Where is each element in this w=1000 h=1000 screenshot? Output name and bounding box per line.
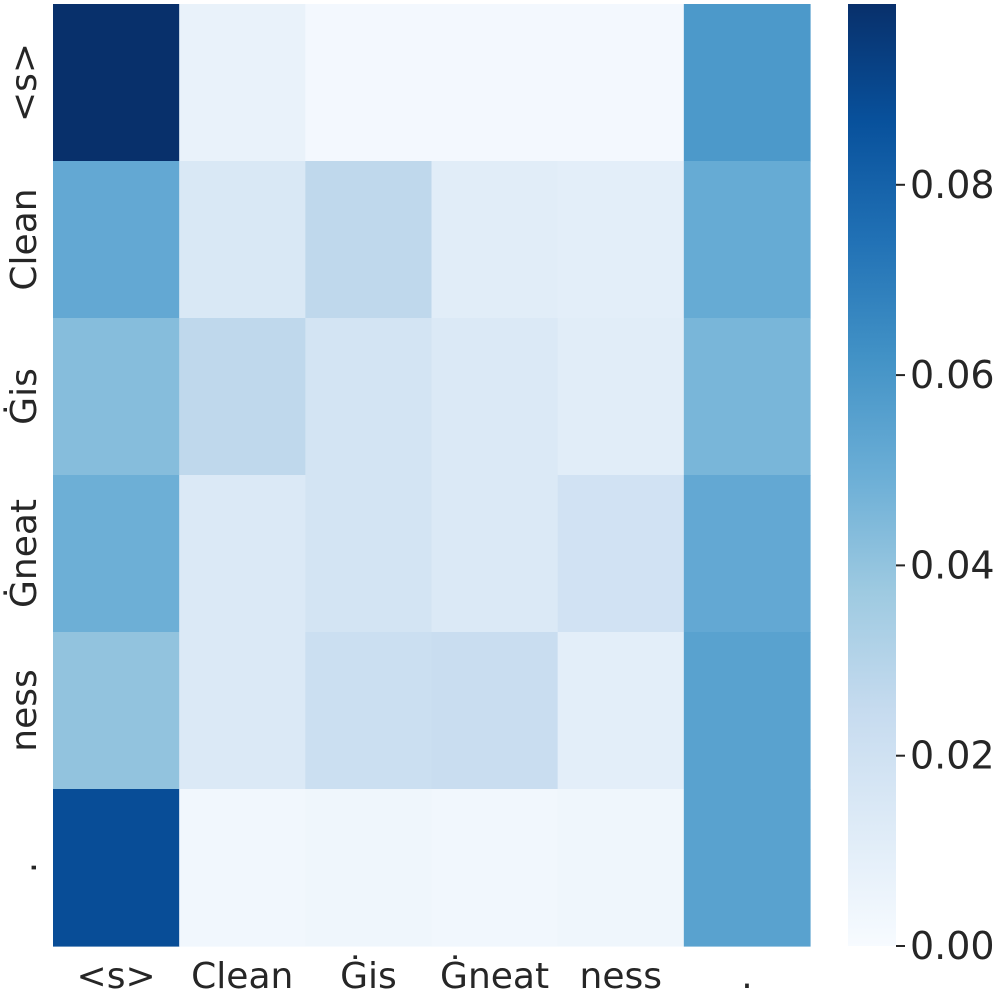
heatmap-cell-r2-c3 xyxy=(431,318,559,476)
x-tick-labels: <s> Clean Ġis Ġneat ness. xyxy=(77,955,753,997)
colorbar-ticks: 0.00 0.02 0.04 0.06 0.08 xyxy=(896,163,995,968)
y-tick-label: <s> xyxy=(4,43,45,122)
heatmap-cell-r5-c3 xyxy=(431,789,559,947)
x-tick-label: <s> xyxy=(77,956,156,997)
y-tick-label: ness xyxy=(4,669,45,751)
heatmap-cell-r5-c0 xyxy=(53,789,180,947)
heatmap-cell-r4-c5 xyxy=(683,632,811,790)
heatmap-cell-r2-c4 xyxy=(557,318,685,476)
heatmap-cell-r4-c4 xyxy=(557,632,685,790)
colorbar-tick-label: 0.02 xyxy=(910,734,995,778)
heatmap-cell-r2-c2 xyxy=(305,318,433,476)
y-tick-labels: <s> Clean Ġis Ġneat ness. xyxy=(3,43,45,873)
heatmap-cell-r1-c5 xyxy=(683,161,811,319)
colorbar-tick-label: 0.04 xyxy=(910,543,995,587)
heatmap-cell-r0-c3 xyxy=(431,4,559,162)
heatmap-cell-r0-c5 xyxy=(683,4,811,162)
x-tick-label: . xyxy=(741,956,752,997)
heatmap-cell-r2-c1 xyxy=(179,318,306,476)
heatmap-cell-r3-c5 xyxy=(683,475,811,633)
y-tick-label: Ġis xyxy=(3,368,45,425)
heatmap-cell-r4-c1 xyxy=(179,632,306,790)
x-tick-label: Clean xyxy=(191,956,293,997)
y-tick-label: Clean xyxy=(4,188,45,290)
heatmap-cell-r0-c0 xyxy=(53,4,180,162)
x-tick-label: Ġis xyxy=(340,955,397,997)
x-tick-label: Ġneat xyxy=(440,955,549,997)
heatmap-cell-r1-c0 xyxy=(53,161,180,319)
heatmap-cells xyxy=(53,4,811,947)
colorbar-tick-label: 0.00 xyxy=(910,924,995,968)
heatmap-cell-r3-c2 xyxy=(305,475,433,633)
heatmap-cell-r3-c4 xyxy=(557,475,685,633)
heatmap-cell-r1-c1 xyxy=(179,161,306,319)
heatmap-cell-r3-c0 xyxy=(53,475,180,633)
heatmap-cell-r5-c1 xyxy=(179,789,306,947)
y-tick-label: . xyxy=(4,862,45,873)
colorbar-tick-label: 0.08 xyxy=(910,163,995,207)
heatmap-cell-r2-c0 xyxy=(53,318,180,476)
heatmap-cell-r4-c2 xyxy=(305,632,433,790)
heatmap-cell-r3-c1 xyxy=(179,475,306,633)
heatmap-cell-r1-c3 xyxy=(431,161,559,319)
heatmap-cell-r3-c3 xyxy=(431,475,559,633)
heatmap-cell-r0-c4 xyxy=(557,4,685,162)
y-tick-label: Ġneat xyxy=(3,499,45,608)
heatmap-cell-r1-c2 xyxy=(305,161,433,319)
heatmap-cell-r4-c0 xyxy=(53,632,180,790)
heatmap-cell-r1-c4 xyxy=(557,161,685,319)
heatmap-cell-r4-c3 xyxy=(431,632,559,790)
colorbar xyxy=(848,4,896,946)
colorbar-tick-label: 0.06 xyxy=(910,353,995,397)
heatmap-cell-r0-c2 xyxy=(305,4,433,162)
heatmap-cell-r5-c2 xyxy=(305,789,433,947)
x-tick-label: ness xyxy=(580,956,662,997)
heatmap-cell-r5-c5 xyxy=(683,789,811,947)
heatmap-cell-r2-c5 xyxy=(683,318,811,476)
heatmap-cell-r5-c4 xyxy=(557,789,685,947)
heatmap-cell-r0-c1 xyxy=(179,4,306,162)
